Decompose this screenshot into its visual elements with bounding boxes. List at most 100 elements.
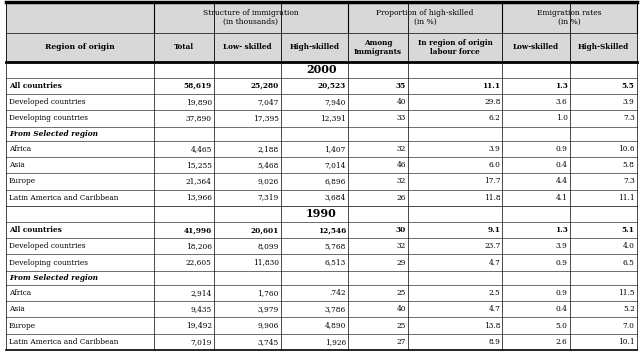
Text: 7.0: 7.0 <box>623 322 635 330</box>
Text: All countries: All countries <box>9 226 62 234</box>
Text: 11,830: 11,830 <box>253 258 279 267</box>
Text: Developing countries: Developing countries <box>9 258 88 267</box>
Text: 6,896: 6,896 <box>325 177 346 185</box>
Text: 21,364: 21,364 <box>186 177 212 185</box>
Text: 7,047: 7,047 <box>257 98 279 106</box>
Text: Latin America and Caribbean: Latin America and Caribbean <box>9 338 118 346</box>
Text: 20,523: 20,523 <box>318 82 346 90</box>
Text: 4,890: 4,890 <box>325 322 346 330</box>
Text: From Selected region: From Selected region <box>9 274 98 282</box>
Text: 11.5: 11.5 <box>618 289 635 297</box>
Text: 3.9: 3.9 <box>556 242 568 250</box>
Text: 6.2: 6.2 <box>489 115 500 122</box>
Text: 0.9: 0.9 <box>556 145 568 153</box>
Text: 19,890: 19,890 <box>186 98 212 106</box>
Text: 4,465: 4,465 <box>190 145 212 153</box>
Text: Asia: Asia <box>9 161 24 169</box>
Text: 1.3: 1.3 <box>555 226 568 234</box>
Text: 17,395: 17,395 <box>253 115 279 122</box>
Text: 4.7: 4.7 <box>489 305 500 313</box>
Text: 27: 27 <box>397 338 406 346</box>
Text: 3.9: 3.9 <box>489 145 500 153</box>
Text: 5,768: 5,768 <box>325 242 346 250</box>
Text: 11.1: 11.1 <box>482 82 500 90</box>
Text: In region of origin
labour force: In region of origin labour force <box>418 39 493 56</box>
Text: From Selected region: From Selected region <box>9 130 98 138</box>
Text: 7,319: 7,319 <box>258 193 279 202</box>
Text: 4.7: 4.7 <box>489 258 500 267</box>
Text: 25,280: 25,280 <box>251 82 279 90</box>
Text: 11.8: 11.8 <box>484 193 500 202</box>
Text: 3,786: 3,786 <box>325 305 346 313</box>
Text: 1990: 1990 <box>306 208 337 220</box>
Text: Latin America and Caribbean: Latin America and Caribbean <box>9 193 118 202</box>
Text: 2000: 2000 <box>306 64 337 75</box>
Text: 33: 33 <box>397 115 406 122</box>
Text: 6.0: 6.0 <box>489 161 500 169</box>
Text: 3,979: 3,979 <box>258 305 279 313</box>
Text: 6,513: 6,513 <box>325 258 346 267</box>
Text: Asia: Asia <box>9 305 24 313</box>
Text: 4.1: 4.1 <box>556 193 568 202</box>
Text: Structure of immigration
(in thousands): Structure of immigration (in thousands) <box>203 9 298 26</box>
Text: 46: 46 <box>397 161 406 169</box>
Text: 2,914: 2,914 <box>190 289 212 297</box>
Text: 40: 40 <box>397 98 406 106</box>
Text: 26: 26 <box>397 193 406 202</box>
Text: Low-skilled: Low-skilled <box>513 43 559 51</box>
Text: 4.0: 4.0 <box>623 242 635 250</box>
Text: 7,019: 7,019 <box>190 338 212 346</box>
Text: 32: 32 <box>397 177 406 185</box>
Text: 5.5: 5.5 <box>622 82 635 90</box>
Text: 30: 30 <box>396 226 406 234</box>
Text: 15,255: 15,255 <box>186 161 212 169</box>
Text: 7,014: 7,014 <box>325 161 346 169</box>
Text: 8,099: 8,099 <box>257 242 279 250</box>
Text: 12,391: 12,391 <box>320 115 346 122</box>
Text: 29: 29 <box>397 258 406 267</box>
Text: 7.3: 7.3 <box>623 177 635 185</box>
Text: 4.4: 4.4 <box>556 177 568 185</box>
Text: Low- skilled: Low- skilled <box>223 43 271 51</box>
Text: 3,745: 3,745 <box>258 338 279 346</box>
Text: Total: Total <box>174 43 194 51</box>
Text: 35: 35 <box>396 82 406 90</box>
Text: 9,435: 9,435 <box>190 305 212 313</box>
Text: 32: 32 <box>397 242 406 250</box>
Text: 41,996: 41,996 <box>183 226 212 234</box>
Text: Europe: Europe <box>9 177 36 185</box>
Text: 29.8: 29.8 <box>484 98 500 106</box>
Text: 2.6: 2.6 <box>556 338 568 346</box>
Text: 1,926: 1,926 <box>325 338 346 346</box>
Text: 5.1: 5.1 <box>622 226 635 234</box>
Text: 3.6: 3.6 <box>556 98 568 106</box>
Text: Africa: Africa <box>9 289 31 297</box>
Text: 10.1: 10.1 <box>618 338 635 346</box>
Text: 8.9: 8.9 <box>489 338 500 346</box>
Text: 5.0: 5.0 <box>556 322 568 330</box>
Text: Among
Immigrants: Among Immigrants <box>354 39 402 56</box>
Text: 7.3: 7.3 <box>623 115 635 122</box>
Text: 5.2: 5.2 <box>623 305 635 313</box>
Text: 17.7: 17.7 <box>484 177 500 185</box>
Text: 23.7: 23.7 <box>484 242 500 250</box>
Text: .742: .742 <box>329 289 346 297</box>
Text: 32: 32 <box>397 145 406 153</box>
Text: All countries: All countries <box>9 82 62 90</box>
Text: Proportion of high-skilled
(in %): Proportion of high-skilled (in %) <box>376 9 474 26</box>
Text: 7,940: 7,940 <box>325 98 346 106</box>
Text: Developed countries: Developed countries <box>9 242 86 250</box>
Text: 37,890: 37,890 <box>186 115 212 122</box>
Text: 10.6: 10.6 <box>618 145 635 153</box>
Text: 6.5: 6.5 <box>623 258 635 267</box>
Text: 20,601: 20,601 <box>251 226 279 234</box>
Text: High-Skilled: High-Skilled <box>577 43 629 51</box>
Text: 3,684: 3,684 <box>325 193 346 202</box>
Text: High-skilled: High-skilled <box>289 43 340 51</box>
Text: 19,492: 19,492 <box>186 322 212 330</box>
Text: 3.9: 3.9 <box>623 98 635 106</box>
Text: 25: 25 <box>397 289 406 297</box>
Text: 1,407: 1,407 <box>325 145 346 153</box>
Text: Emigration rates
(in %): Emigration rates (in %) <box>537 9 602 26</box>
Text: 12,546: 12,546 <box>318 226 346 234</box>
